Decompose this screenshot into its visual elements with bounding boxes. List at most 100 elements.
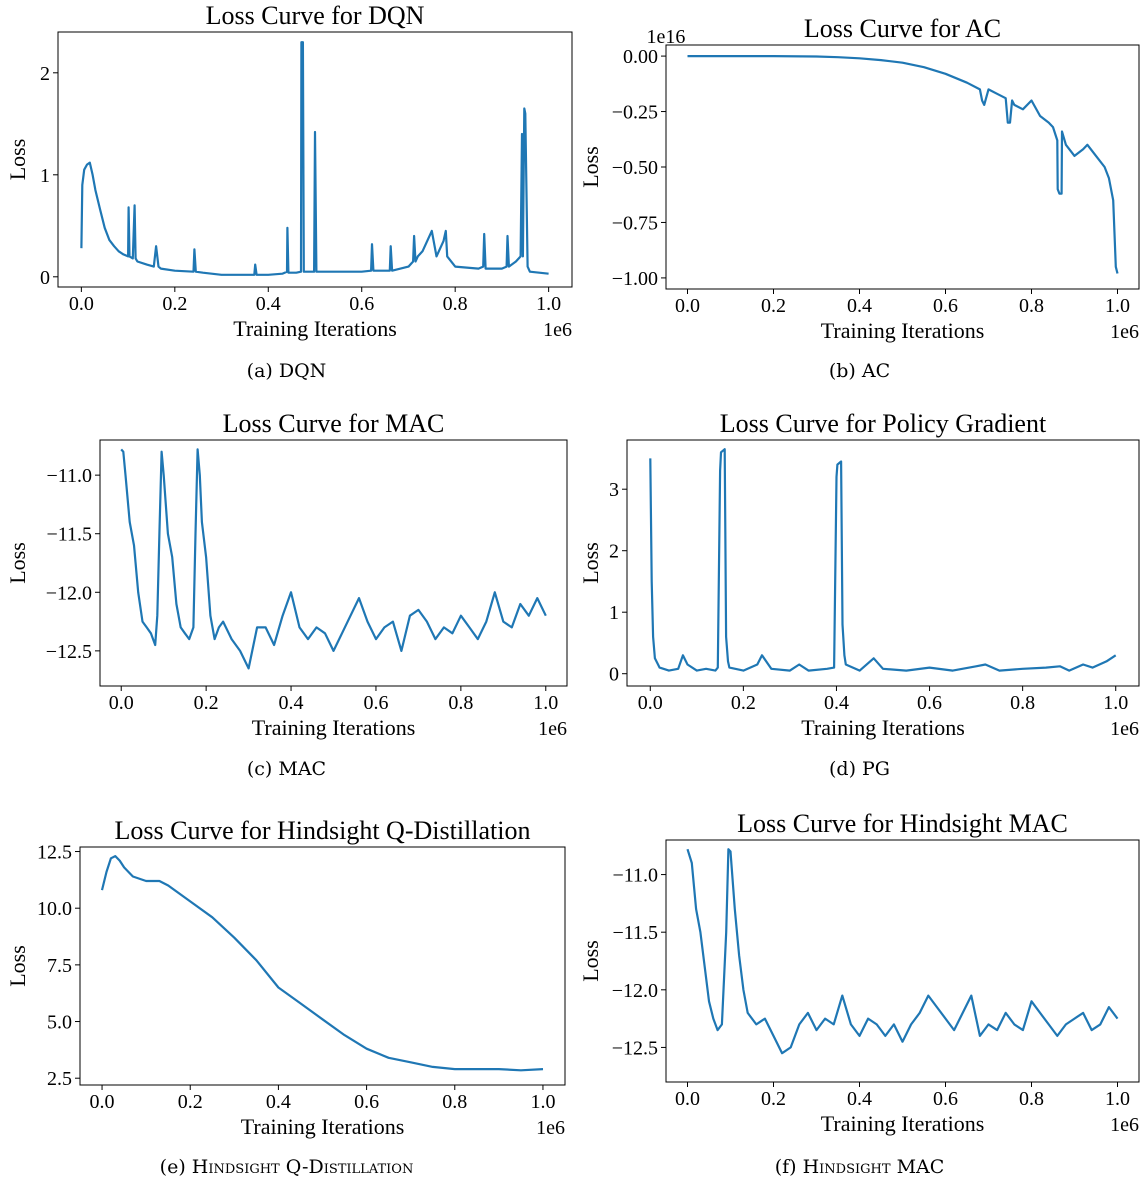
x-tick-label: 0.8 (442, 1091, 467, 1113)
chart-mac: Loss Curve for MAC 0.0 0.2 0.4 0.6 0.8 1.0 −11.… (5, 409, 568, 740)
y-tick-label: 1 (40, 165, 50, 187)
y-tick-label: 10.0 (37, 898, 72, 920)
x-offset-label: 1e6 (536, 1117, 565, 1139)
y-tick-label: 3 (609, 479, 619, 501)
y-axis-label: Loss (578, 940, 603, 982)
chart-title: Loss Curve for Hindsight Q-Distillation (115, 816, 531, 845)
x-offset-label: 1e6 (1110, 321, 1139, 343)
x-tick-label: 0.6 (354, 1091, 379, 1113)
x-tick-label: 0.8 (443, 293, 468, 315)
x-axis-label: Training Iterations (821, 318, 985, 343)
chart-hqd: Loss Curve for Hindsight Q-Distillation 0… (5, 816, 566, 1139)
x-tick-label: 0.6 (349, 293, 374, 315)
y-tick-label: −0.75 (612, 212, 658, 234)
plot-frame (79, 846, 566, 1086)
caption-pg: (d) PG (829, 758, 890, 780)
y-tick-label: 12.5 (37, 842, 72, 864)
y-tick-label: 0.00 (623, 46, 658, 68)
y-tick-label: 2.5 (47, 1068, 72, 1090)
y-axis-label: Loss (5, 139, 30, 181)
y-axis-label: Loss (578, 146, 603, 188)
x-tick-label: 0.2 (761, 1088, 786, 1110)
x-tick-label: 0.0 (109, 692, 134, 714)
series-line-0 (686, 848, 1119, 1055)
chart-panel-ac: Loss Curve for AC 0.0 0.2 0.4 0.6 0.8 1.0 0.00 −… (573, 0, 1146, 395)
x-tick-label: 0.0 (90, 1091, 115, 1113)
x-axis-label: Training Iterations (801, 715, 965, 740)
chart-panel-dqn: Loss Curve for DQN 0.0 0.2 0.4 0.6 0.8 1.0 0 1 2 T… (0, 0, 573, 395)
x-axis-label: Training Iterations (821, 1111, 985, 1136)
x-tick-label: 0.0 (675, 295, 700, 317)
x-tick-label: 0.4 (279, 692, 304, 714)
y-tick-label: 5.0 (47, 1012, 72, 1034)
x-offset-label: 1e6 (538, 718, 567, 740)
y-tick-label: −12.5 (46, 641, 92, 663)
chart-panel-pg: Loss Curve for Policy Gradient 0.0 0.2 0.4 0… (573, 395, 1146, 795)
caption-hmac-prefix: (f) (774, 1156, 797, 1178)
y-tick-label: −11.0 (46, 465, 92, 487)
caption-hqd: (e) Hindsight Q-Distillation (0, 1156, 573, 1178)
y-tick-label: −12.5 (612, 1037, 658, 1059)
x-tick-label: 0.2 (178, 1091, 203, 1113)
series-line-0 (687, 54, 1119, 274)
x-tick-label: 0.6 (363, 692, 388, 714)
x-tick-label: 0.4 (266, 1091, 291, 1113)
caption-hqd-prefix: (e) (159, 1156, 186, 1178)
caption-hqd-text: Hindsight Q-Distillation (191, 1156, 414, 1178)
y-tick-label: 7.5 (47, 955, 72, 977)
chart-hmac: Loss Curve for Hindsight MAC 0.0 0.2 0.4 0.6… (578, 809, 1140, 1136)
chart-title: Loss Curve for MAC (223, 409, 445, 438)
x-offset-label: 1e6 (543, 319, 572, 341)
series-line-0 (100, 854, 544, 1072)
x-tick-label: 1.0 (536, 293, 561, 315)
y-tick-label: 2 (40, 63, 50, 85)
chart-panel-hqd: Loss Curve for Hindsight Q-Distillation 0… (0, 795, 573, 1187)
y-axis-label: Loss (5, 945, 30, 987)
x-tick-label: 0.4 (847, 1088, 872, 1110)
x-tick-label: 0.8 (1010, 692, 1035, 714)
x-tick-label: 1.0 (1105, 295, 1130, 317)
plot-frame (57, 31, 573, 288)
y-tick-label: −11.5 (612, 922, 658, 944)
x-axis-label: Training Iterations (252, 715, 416, 740)
x-offset-label: 1e6 (1110, 718, 1139, 740)
x-tick-label: 0.0 (675, 1088, 700, 1110)
x-tick-label: 0.2 (194, 692, 219, 714)
x-tick-label: 0.4 (256, 293, 281, 315)
chart-ac: Loss Curve for AC 0.0 0.2 0.4 0.6 0.8 1.0 0.00 −… (578, 14, 1140, 343)
y-tick-label: −12.0 (46, 582, 92, 604)
caption-hmac: (f) Hindsight MAC (573, 1156, 1146, 1178)
x-tick-label: 0.0 (69, 293, 94, 315)
chart-title: Loss Curve for Hindsight MAC (737, 809, 1068, 838)
y-tick-label: 2 (609, 541, 619, 563)
y-tick-label: 0 (609, 664, 619, 686)
caption-mac: (c) MAC (246, 758, 327, 780)
series-line-0 (120, 448, 547, 670)
x-tick-label: 0.6 (917, 692, 942, 714)
y-tick-label: 0 (40, 267, 50, 289)
series-line-0 (80, 41, 549, 276)
y-tick-label: −12.0 (612, 980, 658, 1002)
x-tick-label: 0.0 (638, 692, 663, 714)
x-tick-label: 1.0 (1103, 692, 1128, 714)
x-tick-label: 0.2 (761, 295, 786, 317)
chart-panel-hmac: Loss Curve for Hindsight MAC 0.0 0.2 0.4 0.6… (573, 795, 1146, 1187)
y-axis-label: Loss (578, 542, 603, 584)
x-tick-label: 0.2 (731, 692, 756, 714)
y-axis-label: Loss (5, 542, 30, 584)
x-tick-label: 0.6 (933, 1088, 958, 1110)
x-tick-label: 1.0 (533, 692, 558, 714)
x-offset-label: 1e6 (1110, 1114, 1139, 1136)
y-tick-label: −11.5 (46, 524, 92, 546)
plot-frame (665, 44, 1140, 290)
chart-panel-mac: Loss Curve for MAC 0.0 0.2 0.4 0.6 0.8 1.0 −11.… (0, 395, 573, 795)
chart-title: Loss Curve for DQN (206, 1, 425, 30)
plot-frame (99, 439, 568, 687)
caption-ac: (b) AC (828, 360, 891, 382)
y-offset-label: 1e16 (647, 26, 686, 48)
y-tick-label: 1 (609, 602, 619, 624)
x-tick-label: 0.8 (1019, 295, 1044, 317)
x-tick-label: 0.4 (824, 692, 849, 714)
x-tick-label: 0.2 (162, 293, 187, 315)
y-tick-label: −1.00 (612, 268, 658, 290)
